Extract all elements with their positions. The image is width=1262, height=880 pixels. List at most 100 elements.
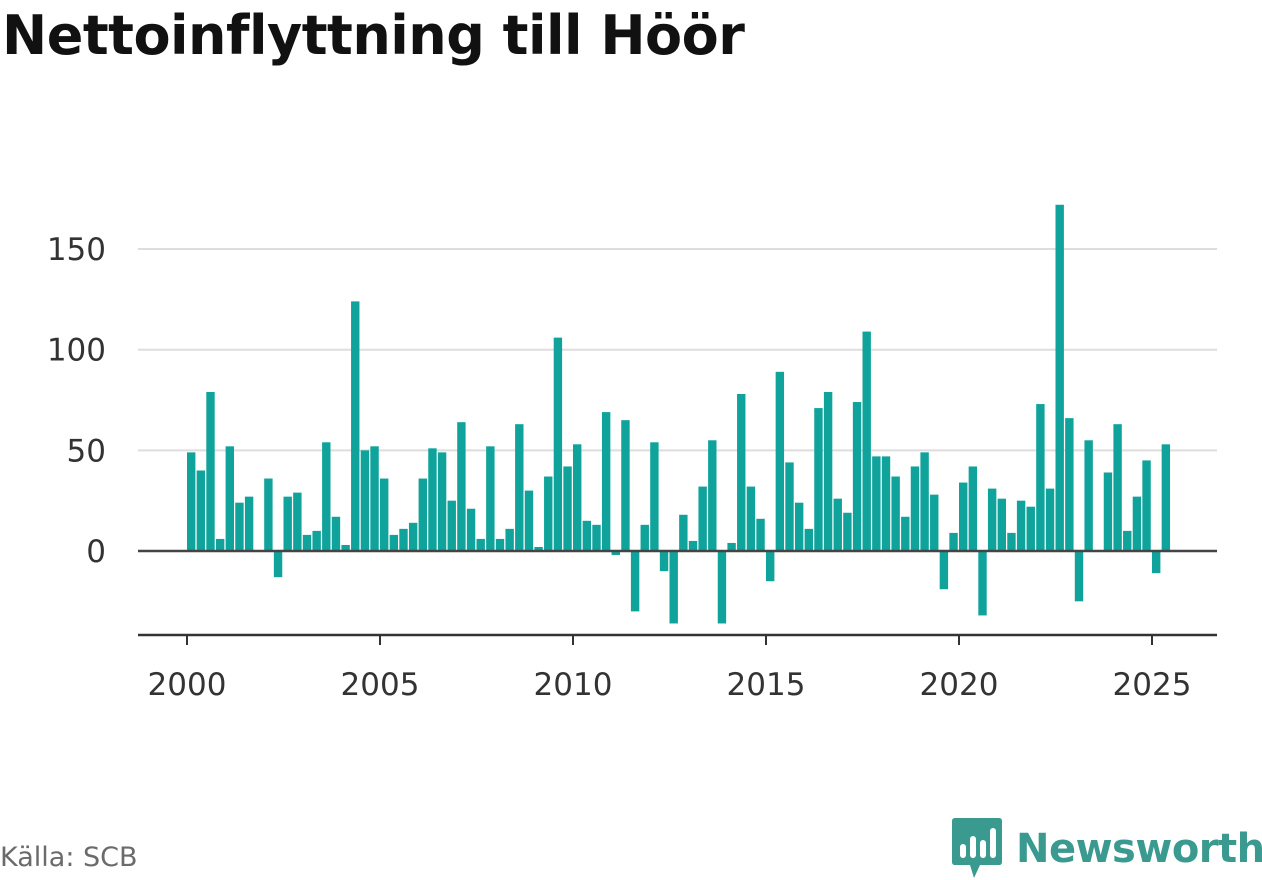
bar xyxy=(920,452,929,551)
bar xyxy=(794,502,804,551)
x-tick-label: 2005 xyxy=(341,667,420,703)
bar xyxy=(1036,404,1045,551)
bar xyxy=(987,488,997,551)
bar xyxy=(273,551,283,578)
bar xyxy=(418,478,427,551)
y-tick-label: 0 xyxy=(86,534,106,570)
bar xyxy=(1045,488,1055,551)
bar xyxy=(621,420,630,551)
bar xyxy=(283,496,292,551)
brand-name: Newsworthy xyxy=(1016,826,1262,872)
y-tick-labels: 0 50 100 150 xyxy=(47,232,106,570)
bar xyxy=(910,466,920,551)
bar xyxy=(225,446,234,551)
bar xyxy=(312,530,321,551)
chart-title: Nettoinflyttning till Höör xyxy=(2,4,745,67)
bar xyxy=(264,478,273,551)
x-tick-labels: 2000 2005 2010 2015 2020 2025 xyxy=(148,667,1192,703)
x-tick-label: 2010 xyxy=(534,667,613,703)
bar xyxy=(804,528,813,551)
y-tick-label: 100 xyxy=(47,333,106,369)
bar xyxy=(949,532,958,551)
y-tick-label: 50 xyxy=(67,433,106,469)
bar xyxy=(573,444,582,551)
bar xyxy=(476,538,485,551)
bar xyxy=(351,301,360,551)
bar xyxy=(727,542,736,551)
bar xyxy=(1142,460,1151,551)
bar xyxy=(862,331,871,551)
bar xyxy=(737,393,746,551)
bar xyxy=(515,424,524,551)
bar xyxy=(196,470,206,551)
bar xyxy=(688,540,698,551)
bar xyxy=(939,551,949,590)
bar xyxy=(1084,440,1093,551)
bar xyxy=(1055,204,1064,551)
bar xyxy=(582,520,592,551)
bar xyxy=(785,462,794,551)
newsworthy-logo-icon xyxy=(952,818,1002,878)
gridlines xyxy=(138,248,1217,452)
bar xyxy=(524,490,534,551)
bar xyxy=(380,478,389,551)
bars xyxy=(187,204,1171,624)
bar xyxy=(1026,506,1035,551)
bar xyxy=(601,412,611,551)
bar xyxy=(1132,496,1142,551)
bar xyxy=(437,452,447,551)
bar xyxy=(428,448,437,551)
bar xyxy=(331,516,341,551)
bar xyxy=(215,538,225,551)
bar xyxy=(679,514,688,551)
bar xyxy=(959,482,968,551)
bar xyxy=(466,508,476,551)
bar xyxy=(235,502,244,551)
bar xyxy=(534,546,543,551)
brand: Newsworthy xyxy=(952,818,1262,880)
y-tick-label: 150 xyxy=(47,232,106,268)
bar xyxy=(1074,551,1084,602)
bar xyxy=(187,452,196,551)
bar xyxy=(659,551,669,572)
bar xyxy=(495,538,505,551)
bar xyxy=(852,402,862,551)
bar xyxy=(669,551,678,624)
bar xyxy=(814,408,823,551)
bar xyxy=(881,456,891,551)
bar xyxy=(447,500,456,551)
bar xyxy=(1103,472,1113,551)
bar xyxy=(553,337,563,551)
bar xyxy=(486,446,495,551)
bar xyxy=(1065,418,1074,551)
x-tick-label: 2000 xyxy=(148,667,227,703)
bar xyxy=(756,518,765,551)
bar xyxy=(1161,444,1171,551)
bar xyxy=(997,498,1006,551)
bar xyxy=(746,486,756,551)
bar xyxy=(322,442,331,551)
bar xyxy=(544,476,553,551)
bar xyxy=(630,551,640,612)
bar xyxy=(592,524,601,551)
bar xyxy=(650,442,659,551)
bar xyxy=(1123,530,1132,551)
source-label: Källa: SCB xyxy=(0,842,138,873)
bar xyxy=(341,544,350,551)
bar xyxy=(302,534,312,551)
bar xyxy=(1113,424,1122,551)
bar xyxy=(457,422,466,551)
bar xyxy=(968,466,978,551)
x-tick-label: 2020 xyxy=(920,667,999,703)
bar xyxy=(843,512,852,551)
bar xyxy=(1016,500,1026,551)
bar xyxy=(1007,532,1016,551)
bar xyxy=(891,476,900,551)
bar xyxy=(370,446,379,551)
x-axis xyxy=(138,633,1217,645)
bar xyxy=(833,498,842,551)
bar xyxy=(717,551,727,624)
bar xyxy=(360,450,370,551)
bar xyxy=(1152,551,1161,574)
